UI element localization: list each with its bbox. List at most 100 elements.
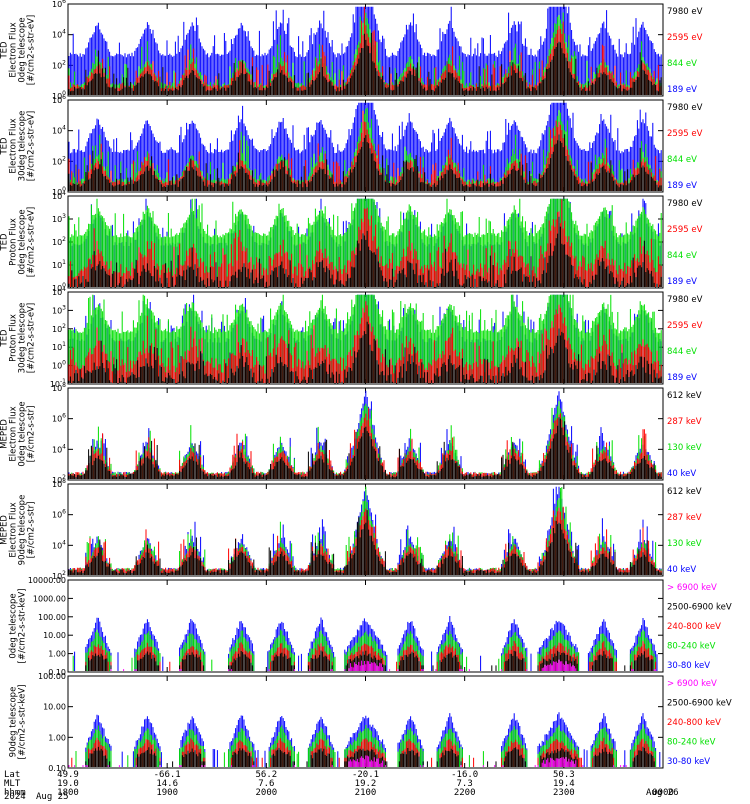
tick-exponent: 4 xyxy=(62,190,66,197)
series-red xyxy=(68,6,662,95)
series-black xyxy=(68,510,662,575)
y-axis-label: MEPEDElectron Flux90deg telescope[#/cm2-… xyxy=(0,495,37,566)
footer-lat-value: -20.1 xyxy=(351,770,380,780)
legend-entry: > 6900 keV xyxy=(667,583,717,593)
end-date: Aug 26 xyxy=(646,788,679,798)
panel-5: 102 104 106 108 MEPEDElectron Flux0deg teles… xyxy=(0,382,702,485)
tick-exponent: 8 xyxy=(62,382,66,389)
y-axis-label: TEDProton Flux0deg telescope[#/cm2-s-str… xyxy=(0,207,37,277)
footer-lat-value: 56.2 xyxy=(255,770,278,780)
y-axis-label-line: [#/cm2-s-str-keV] xyxy=(18,685,28,760)
tick-exponent: 2 xyxy=(62,570,66,577)
footer-hhmm-value: 2300 xyxy=(552,788,575,798)
legend-entry: 30-80 keV xyxy=(667,757,710,767)
y-tick-label: 101 xyxy=(52,259,66,270)
year-label: 2024 xyxy=(4,792,26,802)
panel-1: 100 102 104 106 TEDElectron Flux0deg telesco… xyxy=(0,0,703,101)
footer-hhmm-value: 1900 xyxy=(156,788,178,798)
footer-mlt-value: 14.6 xyxy=(156,779,178,789)
legend-entry: 844 eV xyxy=(667,59,697,69)
legend-entry: 2500-6900 keV xyxy=(667,699,732,709)
y-axis-label-line: Electron Flux xyxy=(9,22,19,77)
series-green xyxy=(68,12,662,95)
footer-hhmm-value: 2100 xyxy=(354,788,377,798)
series-black xyxy=(68,216,662,288)
tick-exponent: 3 xyxy=(62,213,66,220)
series-magenta xyxy=(110,659,657,671)
y-tick-label: 106 xyxy=(52,413,66,424)
y-tick-label: 100 xyxy=(52,90,66,101)
legend-entry: 189 eV xyxy=(667,181,697,191)
series-black xyxy=(68,417,662,479)
y-axis-label: TEDProton Flux30deg telescope[#/cm2-s-st… xyxy=(0,303,37,374)
tick-exponent: 6 xyxy=(62,509,66,516)
series-black xyxy=(68,321,662,384)
panel-8: 0.10 1.00 10.00 100.00 90deg telescope[#/cm2… xyxy=(9,672,732,773)
y-axis-label-line: 90deg telescope xyxy=(9,687,19,758)
y-tick-label: 102 xyxy=(52,59,66,70)
legend-entry: 189 eV xyxy=(667,277,697,287)
y-tick-label: 0.10 xyxy=(48,764,66,773)
y-axis-label-line: [#/cm2-s-str-eV] xyxy=(27,207,37,277)
footer-label-hhmm: hhmm xyxy=(4,788,26,798)
tick-exponent: 1 xyxy=(62,341,66,348)
y-axis-label-line: Electron Flux xyxy=(9,502,19,557)
series-blue xyxy=(68,198,662,287)
legend-entry: 189 eV xyxy=(667,85,697,95)
series-green xyxy=(68,294,662,383)
y-tick-label: 102 xyxy=(52,570,66,581)
y-axis-label: TEDElectron Flux30deg telescope[#/cm2-s-… xyxy=(0,111,37,182)
y-axis-label-line: 90deg telescope xyxy=(18,495,28,566)
y-tick-label: 104 xyxy=(52,29,66,40)
tick-exponent: 4 xyxy=(62,539,66,546)
tick-exponent: 3 xyxy=(62,304,66,311)
series-red xyxy=(68,301,662,383)
footer-mlt-value: 19.2 xyxy=(354,779,377,789)
y-tick-label: 100.00 xyxy=(38,672,66,681)
y-axis-label: MEPEDElectron Flux0deg telescope[#/cm2-s… xyxy=(0,401,37,466)
y-axis-label-line: [#/cm2-s-str-eV] xyxy=(27,303,37,373)
y-tick-label: 103 xyxy=(52,304,66,315)
y-tick-label: 106 xyxy=(52,509,66,520)
tick-exponent: 1 xyxy=(62,259,66,266)
tick-exponent: -1 xyxy=(60,378,66,385)
y-axis-label-line: Proton Flux xyxy=(9,314,19,362)
legend-entry: 287 keV xyxy=(667,417,702,427)
legend-entry: 130 keV xyxy=(667,539,702,549)
legend-entry: 7980 eV xyxy=(667,7,703,17)
series-red xyxy=(68,408,662,479)
legend-entry: 844 eV xyxy=(667,347,697,357)
y-tick-label: 10.00 xyxy=(43,703,66,712)
series-red xyxy=(68,110,662,191)
tick-exponent: 0 xyxy=(62,282,66,289)
footer-lat-value: 49.9 xyxy=(57,770,79,780)
y-tick-label: 10.00 xyxy=(43,631,66,640)
y-axis-label-line: TED xyxy=(0,329,10,348)
series-blue xyxy=(68,102,662,191)
series-blue xyxy=(68,6,662,95)
legend-entry: 2595 eV xyxy=(667,321,703,331)
y-tick-label: 108 xyxy=(52,382,66,393)
legend-entry: 240-800 keV xyxy=(667,622,721,632)
panel-6: 102 104 106 108 MEPEDElectron Flux90deg tele… xyxy=(0,478,702,581)
legend-entry: 80-240 keV xyxy=(667,738,716,748)
y-axis-label-line: 0deg telescope xyxy=(9,593,19,658)
y-tick-label: 101 xyxy=(52,341,66,352)
y-axis-label-line: TED xyxy=(0,41,10,60)
y-axis-label-line: Electron Flux xyxy=(9,118,19,173)
legend-entry: 240-800 keV xyxy=(667,718,721,728)
series-blue xyxy=(68,294,662,383)
y-axis-label: TEDElectron Flux0deg telescope[#/cm2-s-s… xyxy=(0,15,37,85)
tick-exponent: 6 xyxy=(62,413,66,420)
legend-entry: 130 keV xyxy=(667,443,702,453)
y-tick-label: 10000.00 xyxy=(28,576,66,585)
footer-hhmm-value: 2200 xyxy=(453,788,476,798)
y-tick-label: 106 xyxy=(52,0,66,9)
y-axis-label-line: TED xyxy=(0,233,10,252)
footer-lat-value: 50.3 xyxy=(552,770,575,780)
y-axis-label-line: MEPED xyxy=(0,515,10,545)
legend-entry: 189 eV xyxy=(667,373,697,383)
legend-entry: > 6900 keV xyxy=(667,679,717,689)
y-tick-label: 100 xyxy=(52,186,66,197)
